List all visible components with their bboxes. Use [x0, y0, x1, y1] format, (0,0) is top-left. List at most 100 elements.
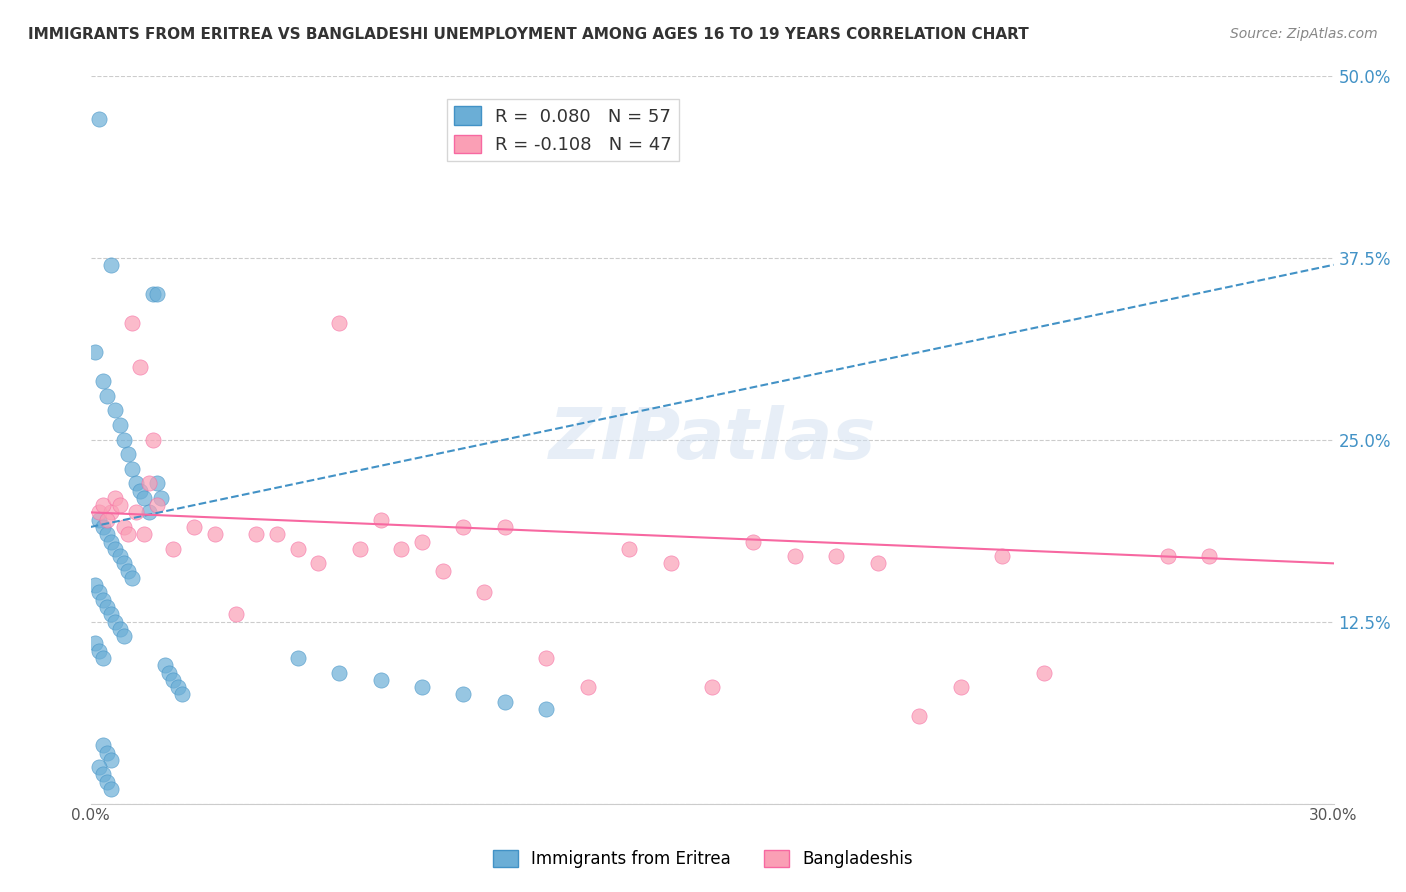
- Point: [1157, 549, 1180, 563]
- Point: [328, 316, 350, 330]
- Point: [204, 527, 226, 541]
- Point: [96, 600, 118, 615]
- Legend: Immigrants from Eritrea, Bangladeshis: Immigrants from Eritrea, Bangladeshis: [486, 843, 920, 875]
- Point: [494, 695, 516, 709]
- Point: [134, 491, 156, 505]
- Point: [100, 607, 122, 622]
- Point: [619, 541, 641, 556]
- Point: [87, 112, 110, 127]
- Point: [411, 534, 433, 549]
- Point: [87, 644, 110, 658]
- Point: [121, 461, 143, 475]
- Point: [536, 702, 558, 716]
- Point: [150, 491, 173, 505]
- Point: [162, 541, 184, 556]
- Point: [411, 680, 433, 694]
- Point: [117, 527, 139, 541]
- Point: [170, 687, 193, 701]
- Point: [112, 433, 135, 447]
- Point: [494, 520, 516, 534]
- Point: [866, 557, 889, 571]
- Point: [121, 316, 143, 330]
- Point: [908, 709, 931, 723]
- Point: [117, 447, 139, 461]
- Point: [91, 592, 114, 607]
- Point: [308, 557, 330, 571]
- Point: [146, 498, 169, 512]
- Point: [96, 746, 118, 760]
- Point: [96, 774, 118, 789]
- Point: [453, 520, 475, 534]
- Point: [104, 403, 127, 417]
- Point: [87, 505, 110, 519]
- Point: [432, 564, 454, 578]
- Point: [87, 585, 110, 599]
- Point: [117, 564, 139, 578]
- Point: [700, 680, 723, 694]
- Point: [783, 549, 806, 563]
- Point: [472, 585, 495, 599]
- Point: [91, 739, 114, 753]
- Point: [108, 622, 131, 636]
- Point: [96, 513, 118, 527]
- Point: [138, 505, 160, 519]
- Point: [183, 520, 205, 534]
- Text: Source: ZipAtlas.com: Source: ZipAtlas.com: [1230, 27, 1378, 41]
- Point: [157, 665, 180, 680]
- Point: [112, 520, 135, 534]
- Point: [87, 513, 110, 527]
- Point: [100, 753, 122, 767]
- Point: [245, 527, 267, 541]
- Point: [825, 549, 848, 563]
- Point: [1198, 549, 1220, 563]
- Point: [349, 541, 371, 556]
- Point: [108, 549, 131, 563]
- Point: [100, 782, 122, 797]
- Point: [225, 607, 247, 622]
- Point: [129, 359, 152, 374]
- Point: [166, 680, 188, 694]
- Legend: R =  0.080   N = 57, R = -0.108   N = 47: R = 0.080 N = 57, R = -0.108 N = 47: [447, 99, 679, 161]
- Point: [370, 513, 392, 527]
- Point: [125, 476, 148, 491]
- Point: [1032, 665, 1054, 680]
- Point: [91, 520, 114, 534]
- Point: [370, 673, 392, 687]
- Point: [949, 680, 972, 694]
- Point: [108, 417, 131, 432]
- Point: [659, 557, 682, 571]
- Point: [96, 389, 118, 403]
- Point: [142, 433, 165, 447]
- Point: [100, 258, 122, 272]
- Text: IMMIGRANTS FROM ERITREA VS BANGLADESHI UNEMPLOYMENT AMONG AGES 16 TO 19 YEARS CO: IMMIGRANTS FROM ERITREA VS BANGLADESHI U…: [28, 27, 1029, 42]
- Point: [91, 651, 114, 665]
- Point: [100, 534, 122, 549]
- Point: [121, 571, 143, 585]
- Point: [83, 578, 105, 592]
- Point: [138, 476, 160, 491]
- Point: [91, 498, 114, 512]
- Point: [91, 374, 114, 388]
- Point: [146, 287, 169, 301]
- Point: [146, 476, 169, 491]
- Point: [134, 527, 156, 541]
- Point: [453, 687, 475, 701]
- Point: [96, 527, 118, 541]
- Point: [576, 680, 599, 694]
- Point: [742, 534, 765, 549]
- Point: [104, 615, 127, 629]
- Point: [83, 345, 105, 359]
- Point: [87, 760, 110, 774]
- Point: [536, 651, 558, 665]
- Point: [129, 483, 152, 498]
- Point: [142, 287, 165, 301]
- Point: [100, 505, 122, 519]
- Point: [389, 541, 412, 556]
- Point: [83, 636, 105, 650]
- Text: ZIPatlas: ZIPatlas: [548, 405, 876, 474]
- Point: [112, 629, 135, 643]
- Point: [287, 541, 309, 556]
- Point: [153, 658, 176, 673]
- Point: [991, 549, 1014, 563]
- Point: [125, 505, 148, 519]
